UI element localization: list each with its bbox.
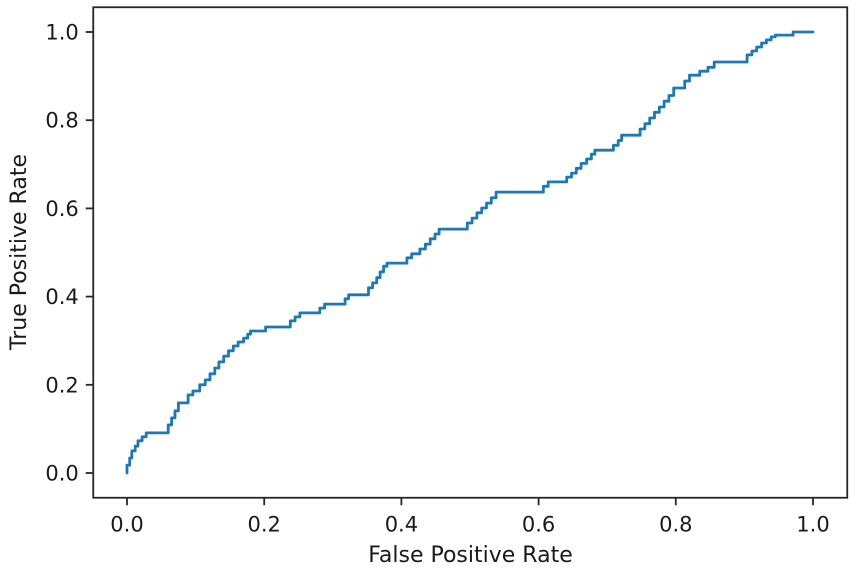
x-axis-ticks: 0.0 0.2 0.4 0.6 0.8 1.0 (110, 497, 830, 536)
y-axis-label: True Positive Rate (7, 154, 32, 351)
x-tick-label: 0.0 (110, 512, 143, 536)
x-axis-label: False Positive Rate (368, 543, 572, 568)
x-tick-label: 0.8 (659, 512, 692, 536)
x-tick-label: 0.2 (247, 512, 280, 536)
y-axis-ticks: 0.0 0.2 0.4 0.6 0.8 1.0 (45, 21, 94, 486)
plot-area (92, 6, 849, 499)
x-tick-label: 0.6 (522, 512, 555, 536)
y-tick-label: 0.6 (45, 197, 78, 221)
y-tick-label: 0.8 (45, 109, 78, 133)
y-tick-label: 0.0 (45, 462, 78, 486)
y-tick-label: 0.4 (45, 285, 78, 309)
roc-curve-line (125, 30, 815, 475)
y-tick-label: 1.0 (45, 21, 78, 45)
y-tick-label: 0.2 (45, 373, 78, 397)
x-tick-label: 1.0 (796, 512, 829, 536)
x-tick-label: 0.4 (385, 512, 418, 536)
